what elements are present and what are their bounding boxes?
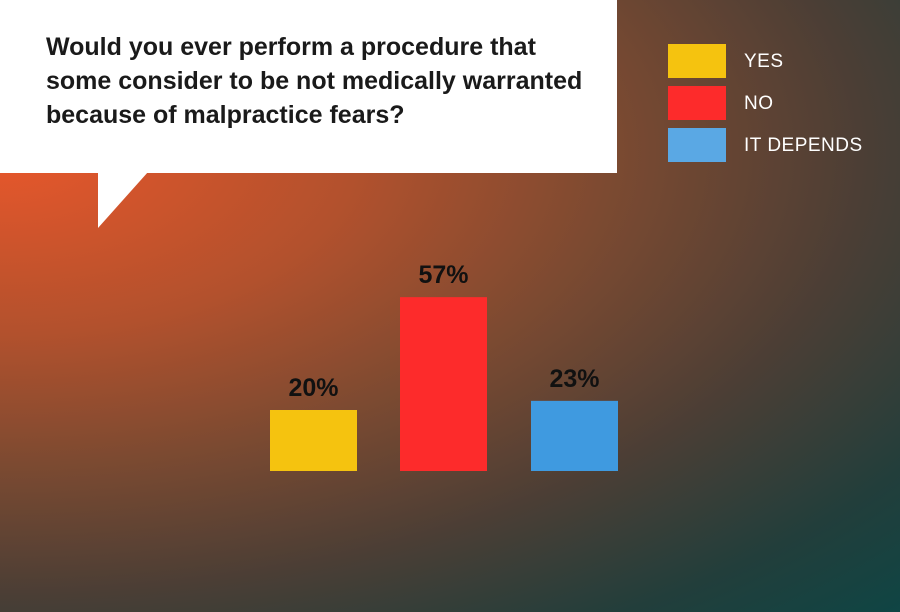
value-label-yes: 20% (288, 374, 338, 402)
legend-swatch-yes (668, 44, 726, 78)
legend-swatch-no (668, 86, 726, 120)
legend-label-no: NO (744, 93, 774, 114)
legend-item-no: NO (668, 86, 900, 122)
legend-swatch-it-depends (668, 128, 726, 162)
legend-label-yes: YES (744, 51, 784, 72)
legend-item-it-depends: IT DEPENDS (668, 128, 900, 164)
bubble-tail (98, 172, 148, 228)
question-bubble: Would you ever perform a procedure that … (0, 0, 617, 173)
legend-item-yes: YES (668, 44, 900, 80)
chart-title: Would you ever perform a procedure that … (46, 33, 583, 129)
value-labels-group: 20% 57% 23% (288, 261, 599, 402)
bars-group (270, 297, 618, 471)
bar-yes (270, 410, 357, 471)
bar-no (400, 297, 487, 471)
value-label-no: 57% (418, 261, 468, 289)
bar-it-depends (531, 400, 618, 471)
value-label-it-depends: 23% (549, 365, 599, 393)
legend-label-it-depends: IT DEPENDS (744, 135, 863, 156)
